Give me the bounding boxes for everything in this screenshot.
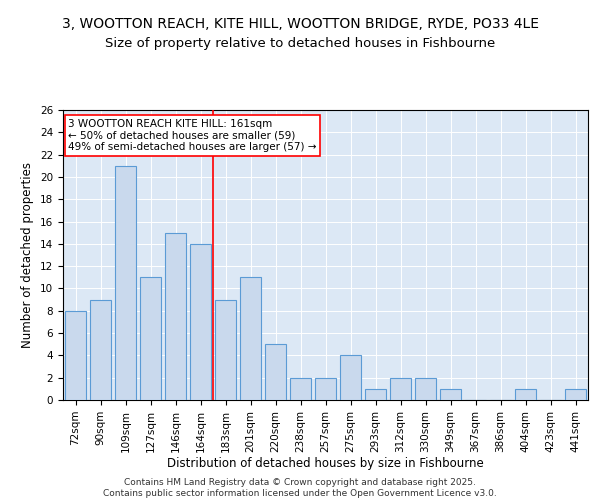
Bar xyxy=(165,232,186,400)
Text: Size of property relative to detached houses in Fishbourne: Size of property relative to detached ho… xyxy=(105,38,495,51)
Bar xyxy=(140,278,161,400)
Bar xyxy=(65,311,86,400)
Text: Contains HM Land Registry data © Crown copyright and database right 2025.
Contai: Contains HM Land Registry data © Crown c… xyxy=(103,478,497,498)
Bar xyxy=(365,389,386,400)
Text: 3 WOOTTON REACH KITE HILL: 161sqm
← 50% of detached houses are smaller (59)
49% : 3 WOOTTON REACH KITE HILL: 161sqm ← 50% … xyxy=(68,118,317,152)
Bar xyxy=(265,344,286,400)
Y-axis label: Number of detached properties: Number of detached properties xyxy=(22,162,34,348)
Bar xyxy=(215,300,236,400)
Bar xyxy=(340,356,361,400)
Bar xyxy=(415,378,436,400)
Bar xyxy=(290,378,311,400)
Bar xyxy=(440,389,461,400)
Bar xyxy=(90,300,111,400)
Text: 3, WOOTTON REACH, KITE HILL, WOOTTON BRIDGE, RYDE, PO33 4LE: 3, WOOTTON REACH, KITE HILL, WOOTTON BRI… xyxy=(62,18,539,32)
Bar xyxy=(515,389,536,400)
Bar xyxy=(565,389,586,400)
Bar xyxy=(240,278,261,400)
X-axis label: Distribution of detached houses by size in Fishbourne: Distribution of detached houses by size … xyxy=(167,458,484,470)
Bar xyxy=(115,166,136,400)
Bar xyxy=(190,244,211,400)
Bar xyxy=(315,378,336,400)
Bar xyxy=(390,378,411,400)
